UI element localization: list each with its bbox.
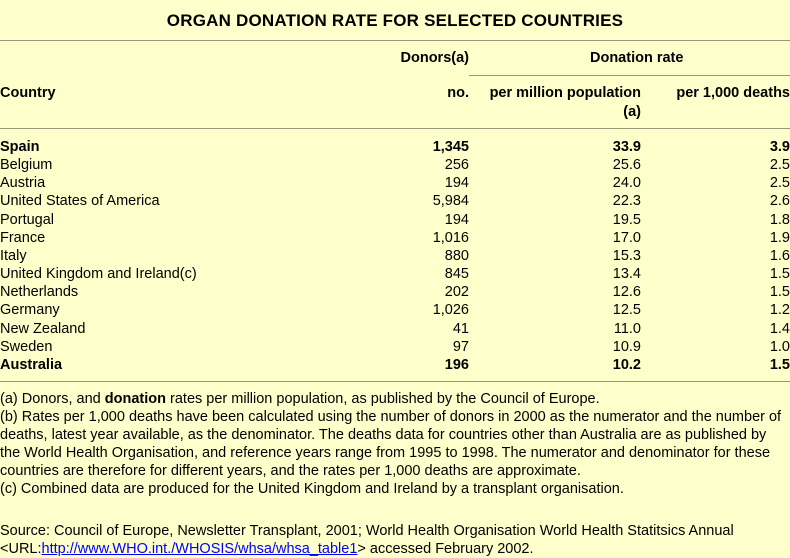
cell-country: Italy	[0, 247, 27, 264]
table-row: Australia 196 10.2 1.5	[0, 356, 790, 374]
cell-rate-per-million: 13.4	[612, 266, 641, 283]
cell-donors: 1,026	[432, 302, 469, 319]
cell-rate-per-1000-deaths: 1.0	[769, 338, 790, 355]
cell-country: New Zealand	[0, 320, 86, 337]
donation-rate-underline	[469, 75, 790, 76]
cell-rate-per-1000-deaths: 3.9	[769, 139, 790, 155]
cell-rate-per-1000-deaths: 1.5	[769, 284, 790, 301]
cell-country: Netherlands	[0, 284, 79, 301]
table-row: New Zealand 41 11.0 1.4	[0, 320, 790, 338]
footnotes: (a) Donors, and donation rates per milli…	[0, 390, 790, 498]
cell-country: United States of America	[0, 193, 160, 210]
cell-donors: 41	[452, 320, 469, 337]
header-per-million: per million population	[489, 85, 641, 101]
cell-rate-per-1000-deaths: 2.5	[769, 157, 790, 174]
cell-country: Spain	[0, 139, 40, 155]
cell-country: United Kingdom and Ireland(c)	[0, 266, 197, 283]
table-row: Sweden 97 10.9 1.0	[0, 338, 790, 356]
cell-rate-per-million: 11.0	[613, 320, 641, 337]
header-per-million-note: (a)	[623, 104, 641, 120]
source-citation: Source: Council of Europe, Newsletter Tr…	[0, 522, 790, 558]
cell-donors: 194	[444, 211, 469, 228]
cell-rate-per-1000-deaths: 1.5	[769, 356, 790, 373]
cell-donors: 845	[444, 266, 469, 283]
cell-rate-per-1000-deaths: 2.5	[769, 175, 790, 192]
table-row: Germany 1,026 12.5 1.2	[0, 301, 790, 319]
cell-donors: 202	[444, 284, 469, 301]
cell-rate-per-million: 25.6	[612, 157, 641, 174]
cell-rate-per-million: 12.5	[612, 302, 641, 319]
header-bottom-rule	[0, 128, 790, 129]
header-per-1000-deaths: per 1,000 deaths	[676, 85, 790, 101]
source-line-1: Source: Council of Europe, Newsletter Tr…	[0, 523, 734, 539]
cell-rate-per-1000-deaths: 1.6	[769, 247, 790, 264]
cell-rate-per-million: 33.9	[612, 139, 641, 155]
cell-rate-per-million: 22.3	[612, 193, 641, 210]
cell-rate-per-million: 10.2	[612, 356, 641, 373]
header-country: Country	[0, 85, 56, 101]
table-row: Belgium 256 25.6 2.5	[0, 156, 790, 174]
cell-donors: 5,984	[432, 193, 469, 210]
cell-donors: 256	[444, 157, 469, 174]
cell-rate-per-million: 24.0	[612, 175, 641, 192]
header-donation-rate-group: Donation rate	[590, 50, 684, 66]
cell-country: Germany	[0, 302, 60, 319]
table-row: France 1,016 17.0 1.9	[0, 229, 790, 247]
cell-rate-per-1000-deaths: 2.6	[769, 193, 790, 210]
table-title: ORGAN DONATION RATE FOR SELECTED COUNTRI…	[0, 0, 790, 41]
cell-country: France	[0, 229, 46, 246]
cell-donors: 880	[444, 247, 469, 264]
cell-rate-per-million: 19.5	[612, 211, 641, 228]
table-row: Portugal 194 19.5 1.8	[0, 211, 790, 229]
table-row: Italy 880 15.3 1.6	[0, 247, 790, 265]
cell-country: Portugal	[0, 211, 55, 228]
cell-country: Australia	[0, 356, 63, 373]
cell-donors: 194	[444, 175, 469, 192]
table-row: Netherlands 202 12.6 1.5	[0, 283, 790, 301]
table-row: United States of America 5,984 22.3 2.6	[0, 192, 790, 210]
cell-country: Sweden	[0, 338, 53, 355]
footnote-b: (b) Rates per 1,000 deaths have been cal…	[0, 409, 782, 479]
table-row: Austria 194 24.0 2.5	[0, 174, 790, 192]
cell-rate-per-1000-deaths: 1.5	[769, 266, 790, 283]
cell-rate-per-1000-deaths: 1.8	[769, 211, 790, 228]
cell-rate-per-million: 17.0	[612, 229, 641, 246]
cell-country: Austria	[0, 175, 46, 192]
cell-country: Belgium	[0, 157, 53, 174]
source-line-2: <URL:http://www.WHO.int./WHOSIS/whsa/whs…	[0, 541, 534, 557]
cell-donors: 97	[452, 338, 469, 355]
cell-rate-per-1000-deaths: 1.2	[769, 302, 790, 319]
cell-rate-per-million: 15.3	[612, 247, 641, 264]
table-bottom-rule	[0, 381, 790, 382]
cell-rate-per-million: 12.6	[612, 284, 641, 301]
cell-rate-per-1000-deaths: 1.4	[769, 320, 790, 337]
footnote-a: (a) Donors, and donation rates per milli…	[0, 391, 600, 407]
header-donors-group: Donors(a)	[400, 50, 469, 66]
table-row: Spain 1,345 33.9 3.9	[0, 138, 790, 156]
cell-donors: 1,016	[432, 229, 469, 246]
cell-donors: 1,345	[432, 139, 469, 155]
cell-donors: 196	[444, 356, 469, 373]
cell-rate-per-1000-deaths: 1.9	[769, 229, 790, 246]
cell-rate-per-million: 10.9	[612, 338, 641, 355]
source-link[interactable]: http://www.WHO.int./WHOSIS/whsa/whsa_tab…	[41, 541, 358, 557]
header-donors-no: no.	[447, 85, 469, 101]
table-row: United Kingdom and Ireland(c) 845 13.4 1.5	[0, 265, 790, 283]
footnote-c: (c) Combined data are produced for the U…	[0, 481, 624, 497]
